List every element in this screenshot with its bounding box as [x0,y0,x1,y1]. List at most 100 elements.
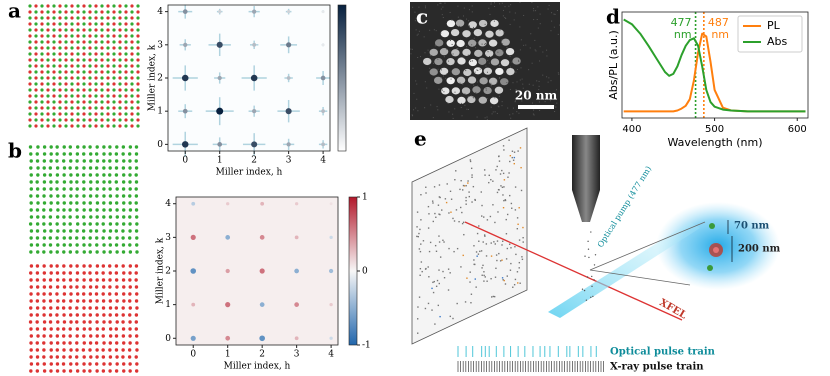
peak [191,201,196,206]
peak [321,10,325,14]
colorbar-tick-label: 0 [362,267,368,277]
line-chart: 477 nm 487 nm 400 500 600 Wavelength (nm) Abs/… [607,11,809,149]
panel-label: c [416,5,428,29]
y-tick-label: 4 [157,7,163,17]
pump-label: Optical pump (477 nm) [596,165,654,250]
colorbar-tick-label: -1 [362,341,371,351]
peak [216,41,223,48]
peak [321,109,325,114]
peak [216,107,224,115]
panel-label: a [8,0,21,23]
peak [286,76,291,80]
peak [259,302,265,307]
peak [181,74,189,82]
x-tick-label: 500 [705,124,724,135]
x-tick-label: 0 [182,156,188,166]
peak [294,202,299,206]
y-tick-label: 0 [165,334,171,344]
plot-area [176,197,338,345]
peak [294,268,299,274]
peak [181,141,189,148]
peak [182,9,188,14]
peak [329,202,333,206]
micrograph: 20 nm c [410,2,560,120]
peak [182,108,188,114]
size-label: 200 nm [738,244,781,255]
peak [320,75,326,81]
peak [260,201,265,206]
x-tick-label: 4 [320,156,326,166]
peak [252,109,257,114]
lattices [28,4,140,373]
scale-bar-label: 20 nm [515,89,558,103]
peak [328,268,334,274]
train-label: X-ray pulse train [610,362,704,373]
colorbar [348,196,358,346]
annotation: 487 nm [708,16,729,41]
x-tick-label: 3 [286,156,292,166]
x-axis-label: Wavelength (nm) [667,136,762,149]
y-tick-label: 1 [165,300,171,310]
peak [225,335,231,341]
peak [190,268,197,274]
peak [217,75,222,81]
y-tick-label: 2 [157,74,163,84]
peak [190,234,196,240]
data-line [623,18,806,113]
y-axis-label: Miller index, k [148,44,158,111]
x-tick-label: 1 [217,156,223,166]
peak [329,302,333,307]
peak [329,235,333,240]
x-tick-label: 3 [294,350,300,360]
y-tick-label: 3 [165,233,171,243]
x-axis-label: Miller index, h [216,168,283,178]
x-tick-label: 400 [622,124,641,135]
y-tick-label: 3 [157,40,163,50]
y-tick-label: 0 [157,140,163,150]
colorbar [337,4,347,152]
peak [286,142,291,147]
annotation: 477 nm [670,16,691,41]
peak [259,335,265,342]
peak [259,235,265,240]
peak [183,42,188,47]
peak [294,235,299,240]
x-tick-label: 0 [190,350,196,360]
peak [259,268,265,274]
peak [225,302,231,308]
panel-label: e [414,127,427,151]
x-tick-label: 4 [328,350,334,360]
heatmap: 0 1 2 3 4 0 1 2 3 4 Miller index, h Miller index, k [148,4,347,178]
experiment-schematic: 70 nm 200 nm Optical pump (477 nm) XFEL … [411,127,781,373]
y-axis-label: Miller index, k [156,237,166,304]
peak [286,9,291,14]
peak [286,42,292,48]
x-tick-label: 2 [259,350,265,360]
panel-label: b [8,139,22,163]
peak [329,336,333,340]
peak [294,336,299,341]
size-label: 70 nm [734,221,770,232]
x-tick-label: 2 [251,156,257,166]
y-tick-label: 1 [157,107,163,117]
peak [226,202,230,206]
peak [191,302,196,307]
peak [225,268,230,274]
train-label: Optical pulse train [610,347,716,358]
panel-label: d [606,5,620,29]
legend-label: PL [767,19,781,32]
peak [218,9,222,14]
peak [321,43,325,47]
y-tick-label: 4 [165,199,171,209]
peak [217,142,223,147]
peak [190,335,196,341]
peak [294,302,299,307]
y-tick-label: 2 [165,267,171,277]
legend-label: Abs [767,35,788,48]
peak [252,9,257,14]
peak [285,108,292,115]
colorbar-tick-label: 1 [362,193,368,203]
x-tick-label: 1 [225,350,231,360]
heatmap: 0 1 2 3 4 0 1 2 3 4 Miller index, h Miller index, k… [156,193,371,372]
